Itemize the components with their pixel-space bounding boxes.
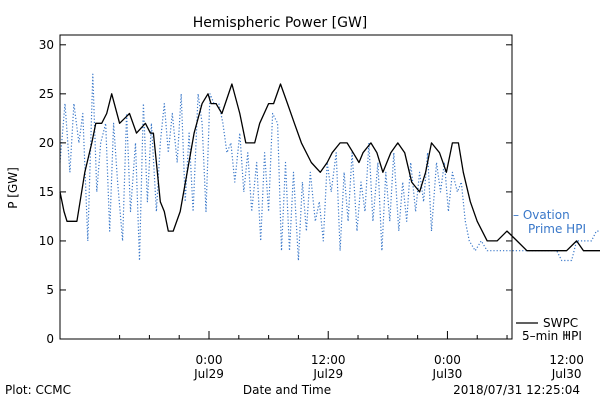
legend-ovation-line2: Prime HPI bbox=[528, 222, 586, 236]
plot-frame bbox=[59, 34, 513, 340]
y-tick-label: 0 bbox=[46, 332, 54, 346]
y-axis-label: P [GW] bbox=[6, 167, 20, 209]
footer-plot-credit: Plot: CCMC bbox=[5, 383, 71, 397]
y-tick-label: 5 bbox=[46, 283, 54, 297]
legend-swpc-line2: 5–min HPI bbox=[522, 329, 582, 343]
y-tick-label: 15 bbox=[39, 185, 54, 199]
x-tick-date: Jul30 bbox=[551, 367, 582, 381]
series-line-swpc-hpi bbox=[59, 83, 600, 252]
legend-ovation-line1: – Ovation bbox=[513, 208, 570, 222]
y-tick-label: 20 bbox=[39, 136, 54, 150]
y-tick-label: 10 bbox=[39, 234, 54, 248]
legend-swpc-line1: SWPC bbox=[543, 316, 578, 330]
chart-title: Hemispheric Power [GW] bbox=[193, 15, 368, 31]
x-tick-time: 0:00 bbox=[434, 353, 461, 367]
x-tick-date: Jul30 bbox=[432, 367, 463, 381]
y-tick-label: 25 bbox=[39, 87, 54, 101]
x-tick-time: 0:00 bbox=[196, 353, 223, 367]
x-tick-date: Jul29 bbox=[193, 367, 224, 381]
x-tick-time: 12:00 bbox=[311, 353, 346, 367]
x-axis-label: Date and Time bbox=[243, 383, 331, 397]
x-tick-time: 12:00 bbox=[549, 353, 584, 367]
series-line-ovation-prime-hpi bbox=[59, 73, 600, 262]
x-tick-date: Jul29 bbox=[312, 367, 343, 381]
y-tick-label: 30 bbox=[39, 38, 54, 52]
footer-timestamp: 2018/07/31 12:25:04 bbox=[453, 383, 580, 397]
